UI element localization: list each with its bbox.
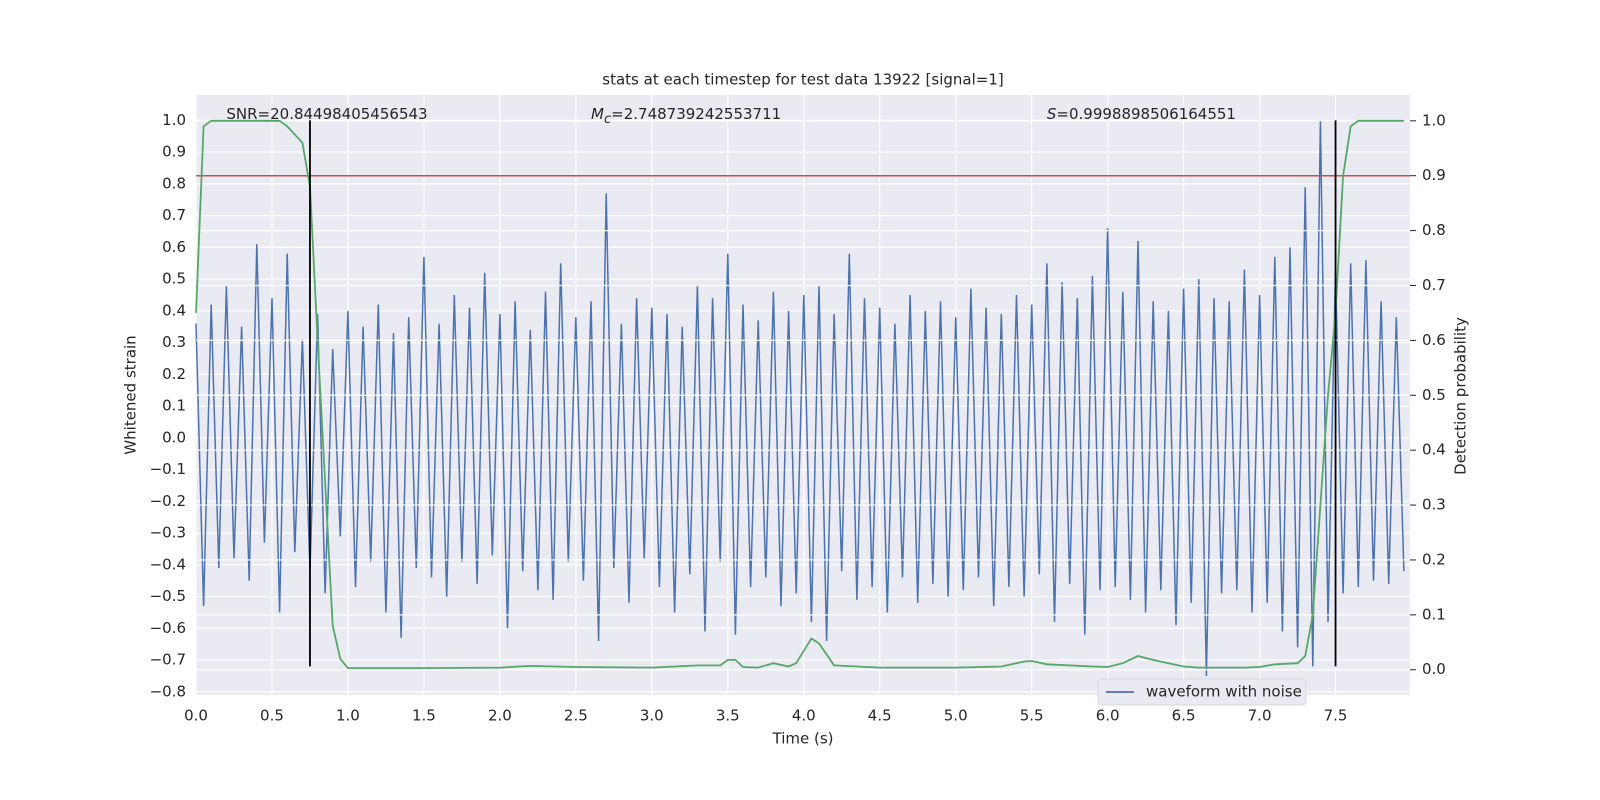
y-tick-label: 0.6 (162, 238, 186, 256)
x-tick-label: 6.0 (1096, 707, 1120, 725)
y-tick-label: −0.1 (150, 460, 186, 478)
x-tick-label: 7.5 (1324, 707, 1348, 725)
y-tick-label: 0.5 (162, 270, 186, 288)
y-axis-label: Whitened strain (122, 335, 140, 454)
series-line (195, 119, 1404, 669)
y2-axis-label: Detection probability (1452, 317, 1470, 475)
y-tick-label: 0.9 (162, 143, 186, 161)
x-tick-label: 3.5 (716, 707, 740, 725)
annotation-symbol: M (591, 105, 604, 123)
x-tick-label: 1.5 (412, 707, 436, 725)
y-tick-label: 1.0 (162, 111, 186, 129)
y-tick-label: −0.7 (150, 651, 186, 669)
x-tick-label: 0.5 (260, 707, 284, 725)
x-tick-label: 4.0 (792, 707, 816, 725)
y-tick-label: 0.2 (162, 365, 186, 383)
y-tick-label: −0.2 (150, 492, 186, 510)
annotation-text: SNR=20.84498405456543 (226, 105, 427, 123)
y-tick-label: 0.8 (162, 174, 186, 192)
y2-tick-label: 1.0 (1422, 111, 1446, 129)
y2-tick-label: 0.5 (1422, 386, 1446, 404)
annotation-symbol: S (1047, 105, 1057, 123)
y2-tick-label: 0.7 (1422, 276, 1446, 294)
y-tick-label: −0.5 (150, 587, 186, 605)
y2-tick-label: 0.1 (1422, 605, 1446, 623)
x-tick-label: 3.0 (640, 707, 664, 725)
series-line (195, 120, 1405, 677)
x-tick-label: 4.5 (868, 707, 892, 725)
y2-tick-label: 0.2 (1422, 550, 1446, 568)
y-tick-label: 0.7 (162, 206, 186, 224)
y-tick-label: 0.1 (162, 397, 186, 415)
y2-tick-label: 0.3 (1422, 496, 1446, 514)
legend-label: waveform with noise (1146, 683, 1302, 701)
y-tick-label: −0.4 (150, 555, 186, 573)
y-tick-label: −0.3 (150, 524, 186, 542)
y2-tick-label: 0.4 (1422, 441, 1446, 459)
y-tick-label: −0.8 (150, 682, 186, 700)
annotation: S=0.9998898506164551 (1047, 105, 1236, 123)
y-tick-label: 0.3 (162, 333, 186, 351)
x-axis-label: Time (s) (772, 730, 834, 748)
x-tick-label: 5.0 (944, 707, 968, 725)
x-tick-label: 1.0 (336, 707, 360, 725)
x-tick-label: 2.0 (488, 707, 512, 725)
x-tick-label: 0.0 (184, 707, 208, 725)
annotation: Mc=2.748739242553711 (591, 105, 781, 127)
x-tick-label: 7.0 (1248, 707, 1272, 725)
y-tick-label: 0.4 (162, 301, 186, 319)
legend-box (1097, 678, 1307, 706)
x-tick-label: 5.5 (1020, 707, 1044, 725)
x-tick-label: 6.5 (1172, 707, 1196, 725)
y2-tick-label: 0.0 (1422, 660, 1446, 678)
y2-tick-label: 0.6 (1422, 331, 1446, 349)
chart-title: stats at each timestep for test data 139… (602, 71, 1003, 89)
annotation-text: =2.748739242553711 (611, 105, 781, 123)
y2-tick-label: 0.8 (1422, 221, 1446, 239)
annotation-subscript: c (604, 112, 611, 127)
x-tick-label: 2.5 (564, 707, 588, 725)
y-tick-label: −0.6 (150, 619, 186, 637)
annotation-text: =0.9998898506164551 (1056, 105, 1236, 123)
annotation: SNR=20.84498405456543 (226, 105, 427, 123)
y-tick-label: 0.0 (162, 428, 186, 446)
y2-tick-label: 0.9 (1422, 166, 1446, 184)
